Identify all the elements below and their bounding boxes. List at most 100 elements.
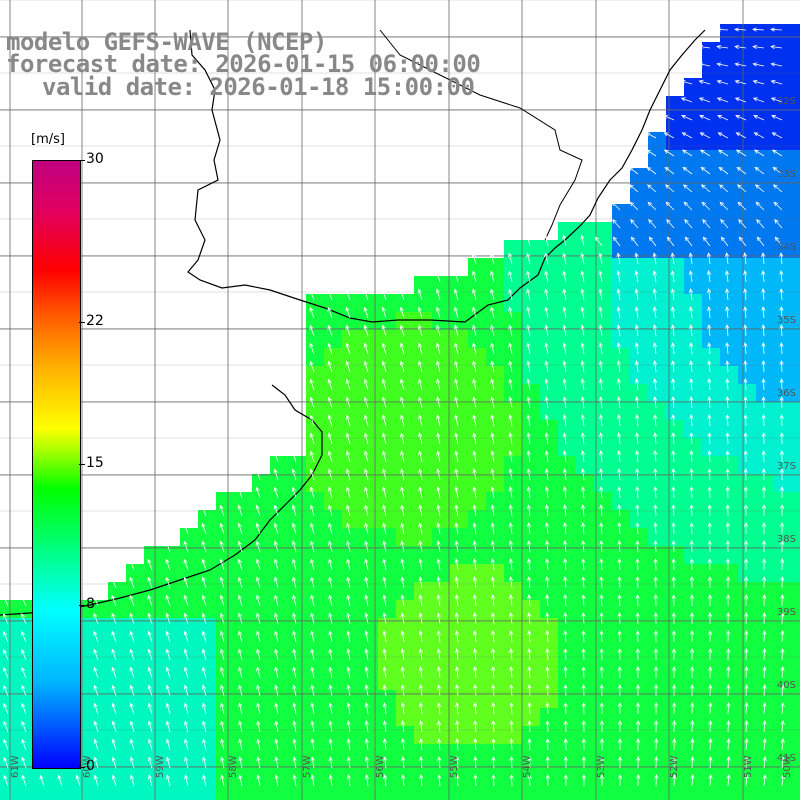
field-cell (486, 546, 505, 565)
wind-arrow (617, 468, 622, 481)
wind-arrow (635, 612, 640, 625)
wind-arrow (400, 540, 405, 553)
lat-label: 34S (777, 242, 796, 253)
wind-arrow (635, 540, 640, 553)
wind-arrow (472, 450, 477, 463)
wind-arrow (255, 522, 261, 535)
wind-arrow (111, 612, 117, 625)
wind-arrow (345, 450, 351, 463)
wind-arrow (364, 540, 369, 553)
wind-arrow (418, 666, 423, 679)
field-cell (702, 312, 721, 331)
wind-arrow (165, 738, 171, 751)
wind-arrow (617, 702, 623, 715)
wind-arrow (725, 270, 730, 283)
wind-arrow (671, 450, 676, 463)
field-cell (90, 798, 109, 800)
field-cell (360, 636, 379, 655)
wind-arrow (580, 450, 586, 463)
wind-arrow (364, 630, 369, 643)
wind-arrow (634, 252, 639, 265)
wind-arrow (508, 486, 513, 499)
wind-arrow (165, 558, 171, 571)
wind-arrow (779, 270, 784, 283)
field-cell (396, 366, 415, 385)
field-cell (306, 582, 325, 601)
field-cell (324, 474, 343, 493)
wind-arrow (779, 324, 784, 337)
field-cell (414, 510, 433, 529)
wind-arrow (436, 594, 441, 607)
wind-arrow (563, 666, 568, 679)
wind-arrow (435, 306, 441, 319)
wind-arrow (165, 594, 171, 607)
wind-arrow (309, 342, 315, 355)
field-cell (324, 402, 343, 421)
wind-arrow (780, 648, 785, 661)
field-cell (486, 654, 505, 673)
field-cell (792, 564, 800, 583)
field-cell (288, 492, 307, 511)
field-cell (216, 636, 235, 655)
wind-arrow (256, 666, 261, 679)
wind-arrow (274, 612, 279, 625)
field-cell (18, 654, 37, 673)
wind-arrow (780, 612, 785, 625)
wind-arrow (184, 738, 189, 751)
wind-arrow (491, 666, 496, 679)
wind-arrow (400, 648, 405, 661)
field-cell (684, 240, 703, 259)
field-cell (504, 240, 523, 259)
field-cell (558, 402, 577, 421)
field-cell (792, 654, 800, 673)
wind-arrow (472, 576, 477, 589)
field-cell (702, 528, 721, 547)
field-cell (756, 114, 775, 133)
wind-arrow (653, 540, 658, 553)
field-cell (774, 330, 793, 349)
field-cell (702, 276, 721, 295)
wind-arrow (761, 450, 766, 463)
field-cell (774, 474, 793, 493)
wind-arrow (780, 666, 785, 679)
wind-arrow (455, 774, 460, 787)
wind-arrow (646, 166, 657, 175)
field-cell (252, 798, 271, 800)
wind-arrow (680, 79, 693, 85)
wind-arrow (563, 684, 568, 697)
field-cell (630, 258, 649, 277)
field-cell (270, 564, 289, 583)
wind-arrow (310, 684, 315, 697)
field-cell (414, 420, 433, 439)
wind-arrow (562, 396, 567, 409)
field-cell (738, 672, 757, 691)
field-cell (666, 636, 685, 655)
wind-arrow (346, 720, 351, 733)
field-cell (720, 636, 739, 655)
wind-arrow (770, 44, 783, 50)
field-cell (306, 528, 325, 547)
wind-arrow (689, 468, 694, 481)
field-cell (630, 726, 649, 745)
field-cell (612, 654, 631, 673)
field-cell (702, 744, 721, 763)
field-cell (486, 492, 505, 511)
wind-arrow (291, 504, 297, 517)
wind-arrow (490, 576, 496, 589)
wind-arrow (526, 252, 531, 265)
wind-arrow (363, 450, 369, 463)
field-cell (288, 474, 307, 493)
field-cell (324, 384, 343, 403)
field-cell (756, 564, 775, 583)
field-cell (630, 384, 649, 403)
wind-arrow (635, 450, 640, 463)
field-cell (144, 600, 163, 619)
field-cell (666, 528, 685, 547)
wind-arrow (580, 270, 585, 283)
wind-arrow (699, 114, 711, 121)
field-cell (666, 402, 685, 421)
field-cell (792, 456, 800, 475)
field-cell (432, 420, 451, 439)
field-cell (774, 42, 793, 61)
wind-arrow (93, 684, 99, 697)
